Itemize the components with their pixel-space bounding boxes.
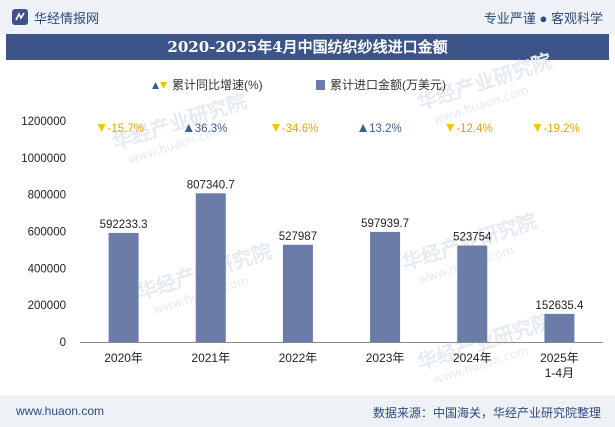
legend-label-import: 累计进口金额(万美元) bbox=[330, 77, 446, 92]
growth-series: -15.7% 36.3% -34.6% 13.2% -12.4% -19.2% bbox=[97, 123, 580, 135]
growth-down-icon bbox=[533, 124, 542, 132]
bar bbox=[457, 245, 488, 342]
growth-value-label: -12.4% bbox=[456, 123, 492, 135]
growth-value-label: 13.2% bbox=[369, 123, 402, 135]
x-tick-label: 2024年 bbox=[453, 351, 492, 365]
brand-name: 华经情报网 bbox=[34, 11, 100, 26]
growth-up-icon bbox=[184, 124, 193, 132]
bar-series: 592233.3 807340.7 527987 597939.7 523754 1526… bbox=[100, 179, 584, 342]
x-axis: 2020年 2021年 2022年 2023年 2024年 2025年 1-4月 bbox=[104, 351, 579, 380]
bar bbox=[195, 193, 226, 342]
growth-value-label: -15.7% bbox=[108, 123, 144, 135]
growth-down-icon bbox=[271, 124, 280, 132]
growth-value-label: -34.6% bbox=[282, 123, 318, 135]
growth-value-label: 36.3% bbox=[195, 123, 228, 135]
legend-label-growth: 累计同比增速(%) bbox=[172, 78, 263, 92]
bar-value-label: 523754 bbox=[453, 232, 492, 244]
bar-value-label: 807340.7 bbox=[187, 179, 235, 191]
bar-value-label: 597939.7 bbox=[361, 218, 409, 230]
y-tick-label: 0 bbox=[60, 337, 66, 349]
footer: www.huaon.com 数据来源：中国海关，华经产业研究院整理 bbox=[0, 395, 615, 427]
bar bbox=[544, 313, 575, 342]
bar-value-label: 527987 bbox=[279, 231, 317, 243]
x-tick-label: 2025年 1-4月 bbox=[540, 351, 579, 380]
x-tick-label: 2022年 bbox=[279, 351, 318, 365]
legend-marker-bar bbox=[316, 80, 325, 90]
footer-site: www.huaon.com bbox=[16, 404, 105, 418]
growth-down-icon bbox=[97, 124, 106, 132]
y-tick-label: 1200000 bbox=[21, 116, 66, 128]
y-tick-label: 600000 bbox=[28, 227, 66, 239]
growth-down-icon bbox=[446, 124, 455, 132]
brand-slogan: 专业严谨 ● 客观科学 bbox=[483, 11, 603, 26]
legend-marker-down-icon bbox=[160, 82, 167, 89]
y-tick-label: 800000 bbox=[28, 190, 66, 202]
x-tick-label: 2020年 bbox=[104, 351, 143, 365]
legend-marker-up-icon bbox=[152, 82, 159, 89]
growth-value-label: -19.2% bbox=[543, 123, 579, 135]
x-tick-label: 2021年 bbox=[191, 351, 230, 365]
chart-title: 2020-2025年4月中国纺织纱线进口金额 bbox=[167, 38, 448, 56]
top-bar: 华经情报网 专业严谨 ● 客观科学 bbox=[0, 0, 615, 34]
growth-up-icon bbox=[359, 124, 368, 132]
chart: 华经产业研究院www.huaon.com华经产业研究院www.huaon.com… bbox=[21, 49, 603, 387]
y-tick-label: 200000 bbox=[28, 300, 66, 312]
y-axis: 0 200000 400000 600000 800000 1000000 1200000 bbox=[21, 116, 603, 349]
watermark-layer: 华经产业研究院www.huaon.com华经产业研究院www.huaon.com… bbox=[109, 49, 555, 387]
legend: 累计同比增速(%) 累计进口金额(万美元) bbox=[152, 77, 446, 92]
brand-logo-icon bbox=[12, 9, 28, 25]
x-tick-label: 2023年 bbox=[366, 351, 405, 365]
bar bbox=[282, 244, 313, 342]
y-tick-label: 400000 bbox=[28, 263, 66, 275]
bar-value-label: 592233.3 bbox=[100, 219, 148, 231]
bar-value-label: 152635.4 bbox=[535, 300, 584, 312]
footer-source: 数据来源：中国海关，华经产业研究院整理 bbox=[372, 406, 601, 420]
title-bar: 2020-2025年4月中国纺织纱线进口金额 bbox=[6, 34, 609, 60]
y-tick-label: 1000000 bbox=[21, 153, 66, 165]
bar bbox=[370, 231, 401, 342]
bar bbox=[108, 232, 139, 342]
